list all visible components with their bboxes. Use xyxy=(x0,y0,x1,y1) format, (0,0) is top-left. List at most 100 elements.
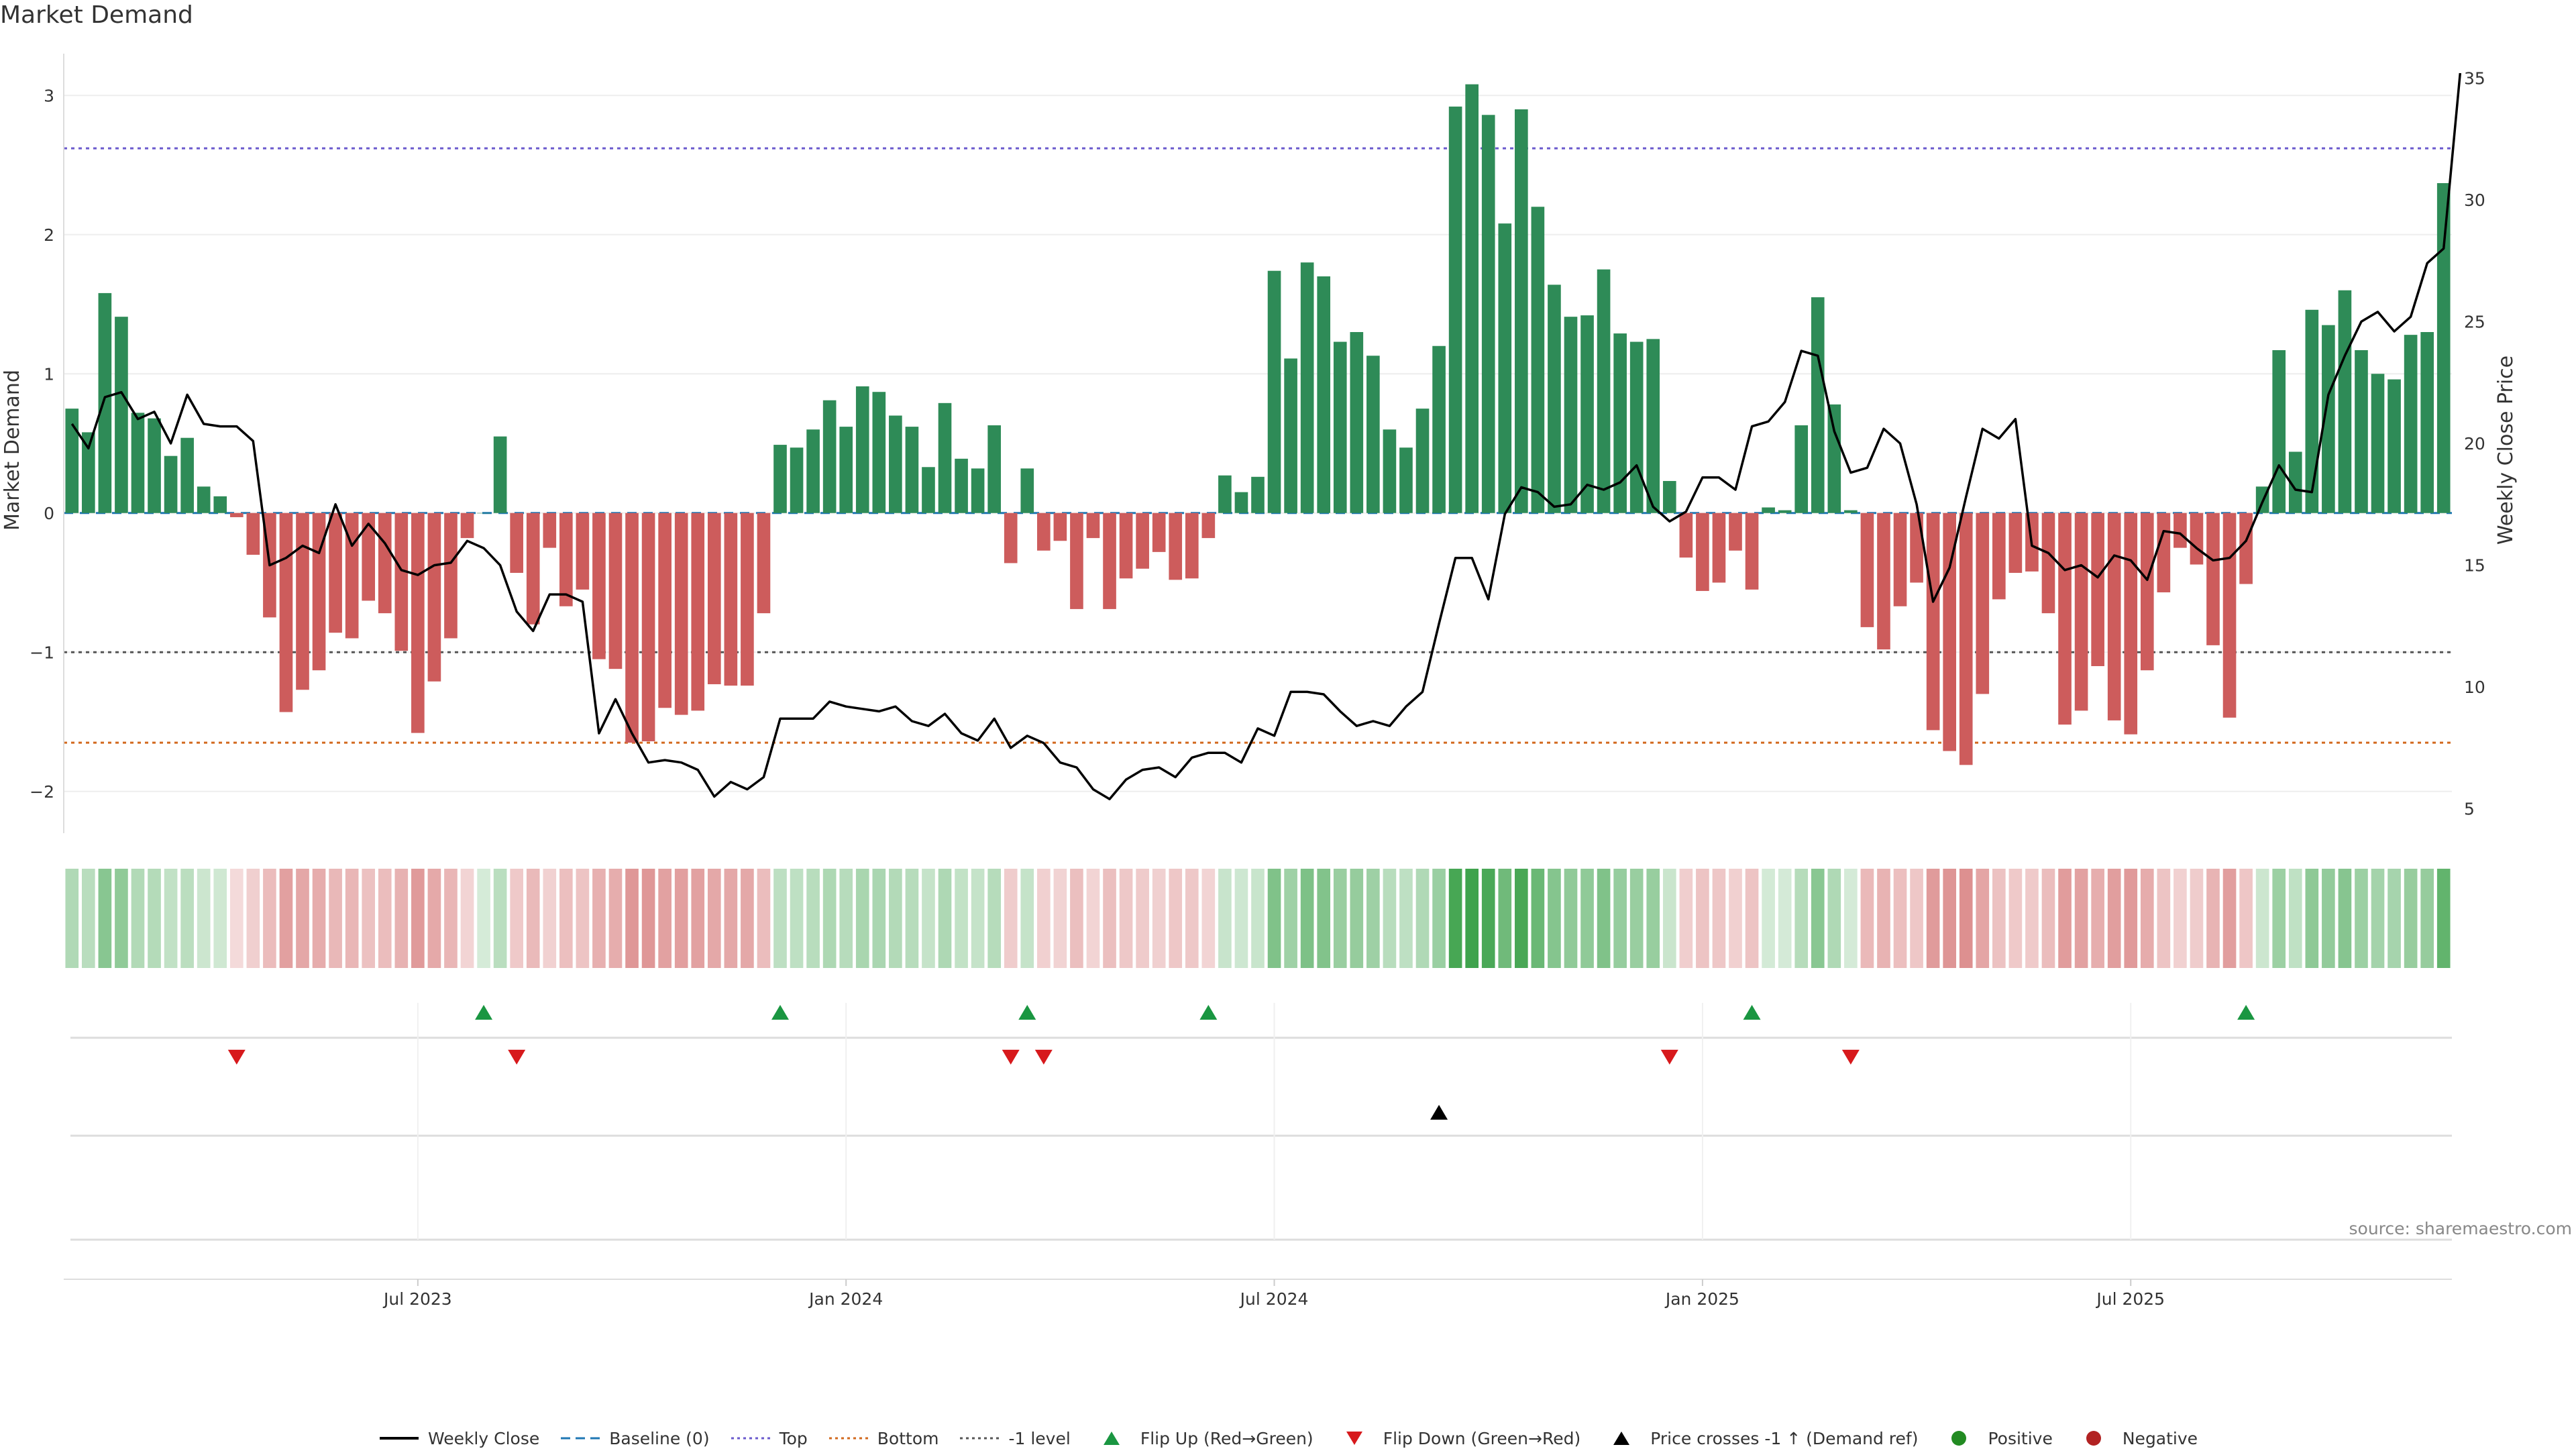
demand-bar xyxy=(1448,106,1462,513)
heat-cell xyxy=(1267,869,1281,968)
demand-bar xyxy=(1185,513,1199,579)
heat-cell xyxy=(2420,869,2434,968)
legend-label: Flip Down (Green→Red) xyxy=(1383,1428,1581,1448)
heat-cell xyxy=(394,869,409,968)
demand-bar xyxy=(1300,262,1314,513)
source-label: source: sharemaestro.com xyxy=(2349,1219,2573,1238)
heat-cell xyxy=(2124,869,2138,968)
demand-bar xyxy=(197,486,211,513)
heat-cell xyxy=(229,869,244,968)
heat-cell xyxy=(1333,869,1347,968)
heat-cell xyxy=(2272,869,2286,968)
demand-bar xyxy=(773,445,787,513)
heat-cell xyxy=(1531,869,1545,968)
heat-cell xyxy=(2174,869,2187,968)
heat-cell xyxy=(263,869,276,968)
demand-bar xyxy=(98,292,112,513)
heat-cell xyxy=(1629,869,1644,968)
heat-cell xyxy=(1992,869,2006,968)
flip-up-marker xyxy=(1018,1005,1036,1020)
demand-bar xyxy=(1696,513,1709,591)
heat-cell xyxy=(1169,869,1183,968)
demand-bar xyxy=(1844,510,1858,513)
demand-bar xyxy=(164,455,178,513)
demand-bar xyxy=(839,427,853,513)
y-axis-label: Market Demand xyxy=(1,370,24,531)
heat-cell xyxy=(2041,869,2055,968)
y2-tick-label: 20 xyxy=(2464,434,2485,453)
heat-cell xyxy=(1251,869,1265,968)
demand-bar xyxy=(1762,507,1775,513)
heat-cell xyxy=(493,869,507,968)
heat-cell xyxy=(460,869,474,968)
heat-cell xyxy=(1053,869,1067,968)
legend-line-dotted-icon xyxy=(828,1437,868,1440)
demand-bar xyxy=(1020,468,1034,513)
heat-cell xyxy=(444,869,458,968)
heat-cell xyxy=(1613,869,1627,968)
legend-label: Positive xyxy=(1988,1428,2053,1448)
legend-line-dotted-icon xyxy=(731,1437,770,1440)
heat-cell xyxy=(576,869,590,968)
legend-line-dashed-icon xyxy=(561,1437,600,1440)
heat-cell xyxy=(2091,869,2104,968)
demand-bar xyxy=(1267,270,1281,513)
heat-cell xyxy=(1070,869,1083,968)
heat-cell xyxy=(839,869,853,968)
heat-cell xyxy=(2222,869,2237,968)
demand-bar xyxy=(1646,339,1660,513)
heat-cell xyxy=(1877,869,1890,968)
demand-bar xyxy=(2190,513,2204,565)
heat-cell xyxy=(691,869,705,968)
heat-cell xyxy=(378,869,392,968)
demand-bar xyxy=(2008,513,2023,573)
demand-bar xyxy=(427,513,441,682)
heat-cell xyxy=(1959,869,1973,968)
heat-cell xyxy=(197,869,211,968)
legend-triangle-up-icon xyxy=(1613,1432,1630,1445)
demand-bar xyxy=(1893,513,1907,606)
heat-cell xyxy=(922,869,935,968)
heat-cell xyxy=(2239,869,2253,968)
demand-bar xyxy=(2041,513,2055,614)
legend-line-dotted-icon xyxy=(960,1437,1000,1440)
demand-bar xyxy=(1515,109,1528,513)
demand-bar xyxy=(1053,513,1067,541)
heat-cell xyxy=(180,869,194,968)
demand-bar xyxy=(872,392,886,513)
heat-cell xyxy=(213,869,227,968)
legend-item: Flip Down (Green→Red) xyxy=(1334,1428,1581,1448)
heat-cell xyxy=(1794,869,1809,968)
demand-bar xyxy=(855,386,869,513)
heat-cell xyxy=(707,869,721,968)
demand-bar xyxy=(510,513,523,573)
demand-bar xyxy=(2305,309,2319,513)
demand-bar xyxy=(592,513,606,659)
heat-cell xyxy=(131,869,145,968)
heat-cell xyxy=(938,869,952,968)
demand-bar xyxy=(543,513,557,548)
heat-cell xyxy=(82,869,95,968)
heat-cell xyxy=(2288,869,2302,968)
y-tick-label: 1 xyxy=(44,364,54,384)
y2-tick-label: 30 xyxy=(2464,191,2485,210)
heat-cell xyxy=(1811,869,1825,968)
demand-bar xyxy=(460,513,474,539)
heat-cell xyxy=(1778,869,1792,968)
demand-bar xyxy=(1284,358,1297,513)
demand-bar xyxy=(1136,513,1149,569)
legend-label: Price crosses -1 ↑ (Demand ref) xyxy=(1650,1428,1919,1448)
heat-cell xyxy=(1366,869,1380,968)
heat-cell xyxy=(2305,869,2319,968)
heat-cell xyxy=(1910,869,1923,968)
legend-item: Flip Up (Red→Green) xyxy=(1091,1429,1313,1448)
demand-bar xyxy=(2140,513,2154,671)
demand-bar xyxy=(2074,513,2088,711)
chart-title: Market Demand xyxy=(0,1,193,29)
legend-item: Baseline (0) xyxy=(559,1429,710,1448)
heat-cell xyxy=(1300,869,1314,968)
heat-cell xyxy=(971,869,985,968)
heat-cell xyxy=(296,869,309,968)
demand-bar xyxy=(1037,513,1051,551)
demand-bar xyxy=(741,513,754,686)
